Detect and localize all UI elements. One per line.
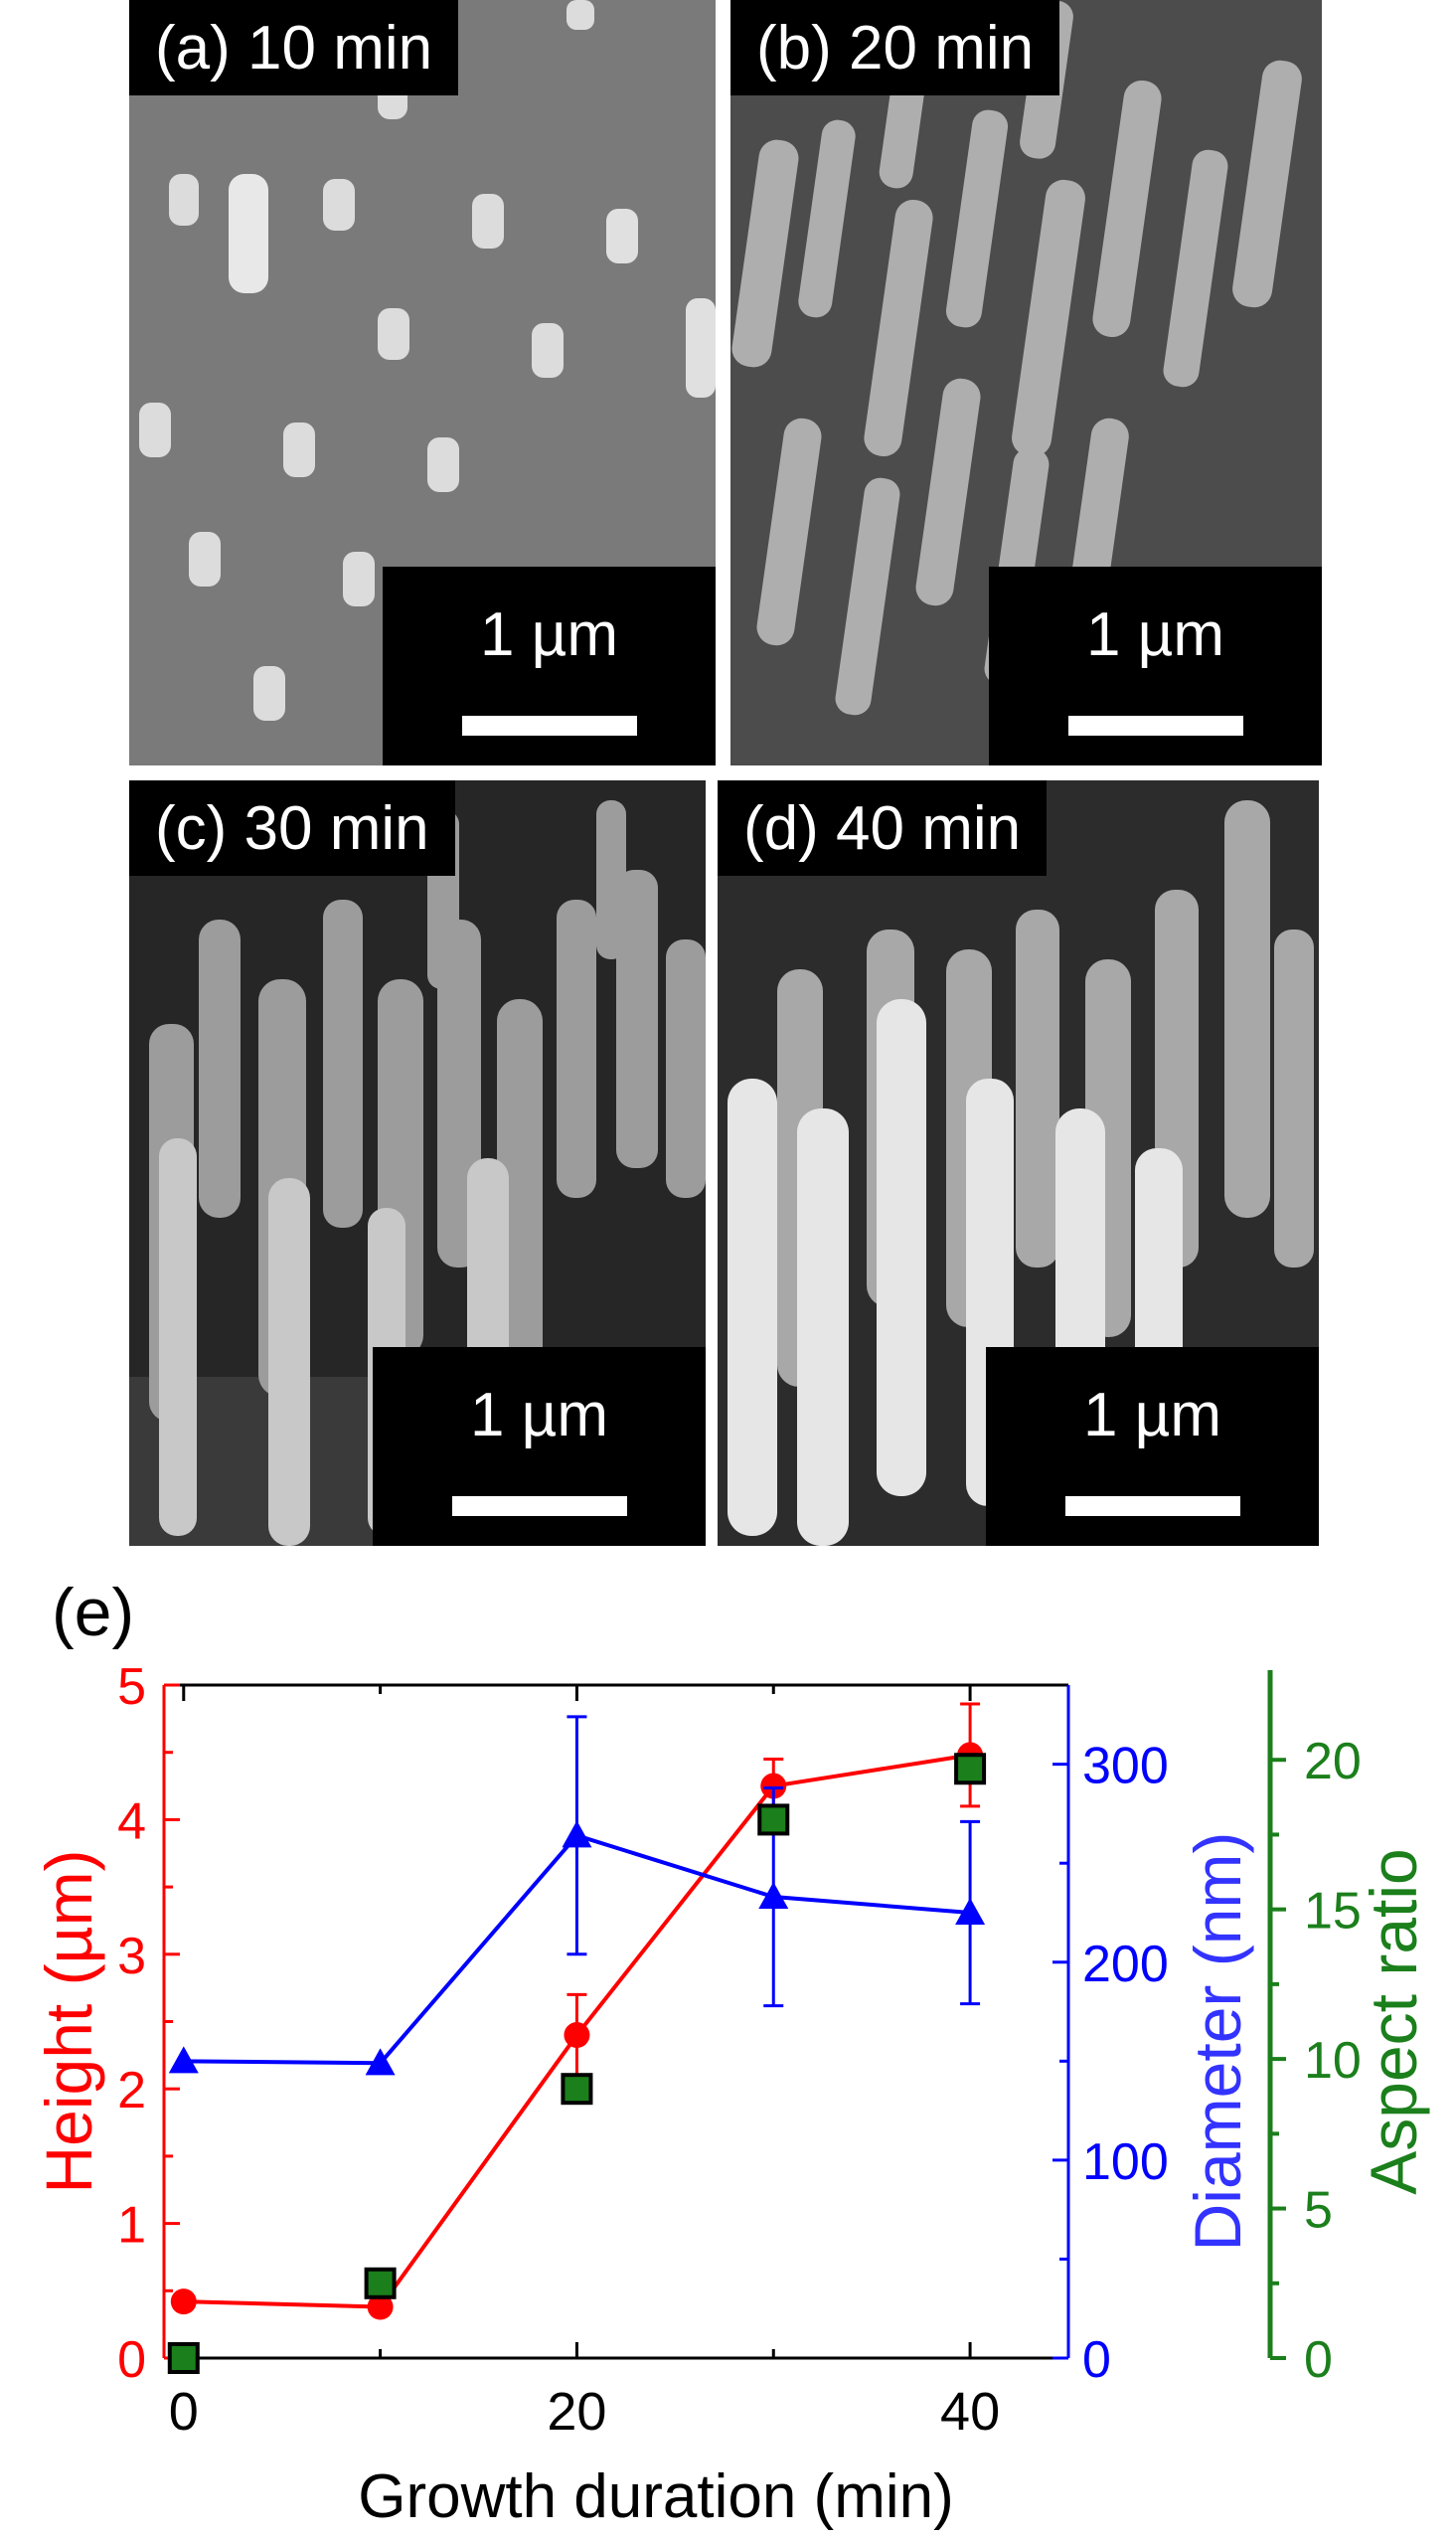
panel-a-scale-line xyxy=(461,716,637,736)
panel-c-scale-text: 1 µm xyxy=(469,1381,609,1449)
x-axis-label: Growth duration (min) xyxy=(358,2462,954,2531)
x-tick-label: 20 xyxy=(547,2382,606,2442)
x-tick-label: 40 xyxy=(940,2382,1000,2442)
aspect-ratio-point xyxy=(561,2073,593,2106)
left-tick-label: 1 xyxy=(117,2197,146,2255)
right2-tick-label: 0 xyxy=(1304,2331,1333,2389)
series-layer xyxy=(167,1702,987,2374)
panel-c-label: (c) 30 min xyxy=(129,780,455,876)
diameter-point xyxy=(168,2046,199,2074)
sem-panel-d: (d) 40 min 1 µm xyxy=(718,780,1319,1546)
panel-b-scale-bar: 1 µm xyxy=(989,567,1322,765)
aspect-ratio-point xyxy=(954,1753,987,1785)
sem-panel-c: (c) 30 min 1 µm xyxy=(129,780,706,1546)
panel-d-scale-text: 1 µm xyxy=(1082,1381,1222,1449)
height-point xyxy=(760,1773,787,1799)
right2-tick-label: 20 xyxy=(1304,1733,1362,1790)
panel-d-scale-line xyxy=(1064,1496,1240,1516)
height-point xyxy=(564,2022,590,2049)
panel-b-scale-text: 1 µm xyxy=(1085,600,1225,669)
right1-tick-label: 0 xyxy=(1082,2331,1111,2389)
panel-b-scale-line xyxy=(1067,716,1243,736)
left-tick-label: 3 xyxy=(117,1928,146,1985)
sem-panel-a: (a) 10 min 1 µm xyxy=(129,0,716,765)
aspect-ratio-point xyxy=(167,2342,200,2374)
left-tick-label: 2 xyxy=(117,2062,146,2119)
diameter-point xyxy=(562,1820,592,1848)
diameter-point xyxy=(955,1897,986,1925)
panel-d-label: (d) 40 min xyxy=(718,780,1048,876)
height-point xyxy=(170,2288,197,2315)
right1-axis-label: Diameter (nm) xyxy=(1181,1832,1254,2252)
right1-tick-label: 300 xyxy=(1082,1738,1169,1795)
panel-c-scale-bar: 1 µm xyxy=(373,1347,706,1546)
diameter-point xyxy=(758,1882,789,1910)
x-tick-label: 0 xyxy=(169,2382,199,2442)
axes-layer: 0 20 40 Growth duration (min) 0 1 2 3 4 5 Height (… xyxy=(32,1658,1430,2531)
growth-chart: (e) 0 20 40 Growth duration (min) 0 1 2 3 4 5 Heig… xyxy=(32,1575,1430,2531)
left-axis-label: Height (µm) xyxy=(32,1849,105,2193)
height-point xyxy=(367,2293,394,2320)
right1-tick-label: 100 xyxy=(1082,2133,1169,2191)
panel-a-label: (a) 10 min xyxy=(129,0,459,95)
right2-tick-label: 5 xyxy=(1304,2182,1333,2240)
right2-tick-label: 15 xyxy=(1304,1883,1362,1941)
right2-axis-label: Aspect ratio xyxy=(1357,1848,1430,2195)
panel-a-scale-bar: 1 µm xyxy=(383,567,716,765)
sem-panel-b: (b) 20 min 1 µm xyxy=(730,0,1322,765)
right2-tick-label: 10 xyxy=(1304,2032,1362,2090)
aspect-ratio-point xyxy=(757,1803,790,1836)
right1-tick-label: 200 xyxy=(1082,1936,1169,1993)
aspect-ratio-point xyxy=(364,2267,397,2299)
panel-c-scale-line xyxy=(451,1496,627,1516)
panel-a-scale-text: 1 µm xyxy=(479,600,619,669)
left-tick-label: 4 xyxy=(117,1792,146,1850)
panel-d-scale-bar: 1 µm xyxy=(986,1347,1319,1546)
diameter-point xyxy=(365,2048,396,2076)
left-tick-label: 5 xyxy=(117,1658,146,1716)
panel-b-label: (b) 20 min xyxy=(730,0,1060,95)
chart-panel-label: (e) xyxy=(52,1575,134,1650)
left-tick-label: 0 xyxy=(117,2331,146,2389)
